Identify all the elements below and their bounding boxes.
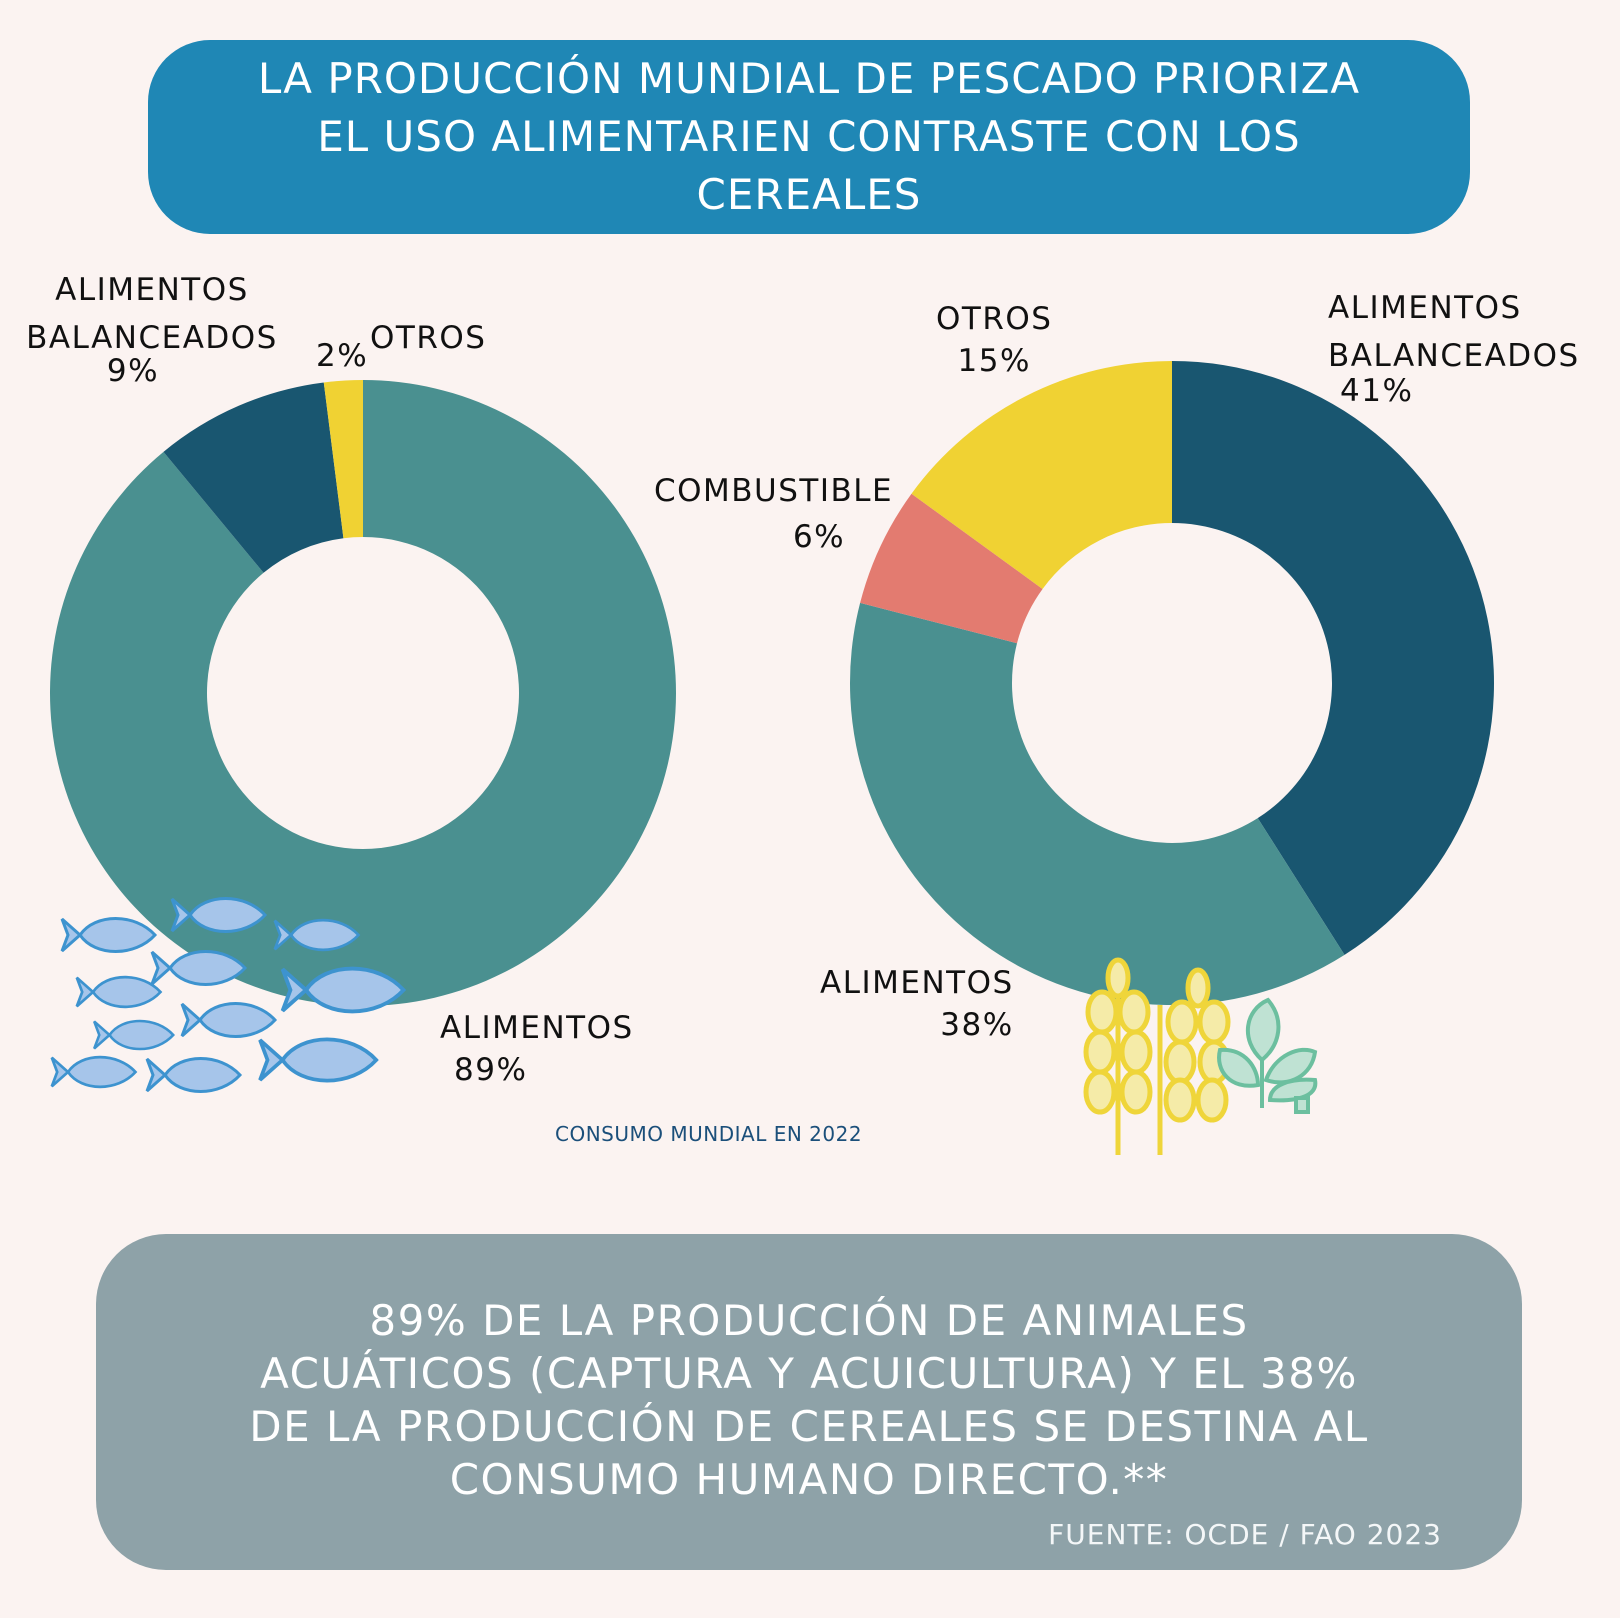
donut-chart-cereals — [849, 361, 1495, 1006]
leaf-plant-icon — [1217, 997, 1318, 1114]
title-banner: LA PRODUCCIÓN MUNDIAL DE PESCADO PRIORIZ… — [148, 40, 1470, 234]
label-left-balanceados-name: ALIMENTOS BALANCEADOS — [26, 272, 278, 356]
donut-slice-combustible — [860, 493, 1043, 644]
label-right-balanceados: ALIMENTOS BALANCEADOS 41% — [1328, 284, 1588, 414]
label-left-alimentos-name: ALIMENTOS — [440, 1010, 634, 1046]
source-note: FUENTE: OCDE / FAO 2023 — [1048, 1518, 1442, 1551]
donut-chart-fish — [50, 380, 677, 1006]
donut-slice-alimentos-balanceados — [1172, 361, 1495, 955]
donut-slice-alimentos-balanceados — [163, 382, 344, 573]
label-right-otros-pct: 15% — [957, 343, 1031, 379]
label-right-balanceados-name: ALIMENTOS BALANCEADOS — [1328, 290, 1580, 374]
label-right-alimentos: ALIMENTOS 38% — [820, 960, 1014, 1048]
label-left-balanceados: ALIMENTOS BALANCEADOS 9% — [22, 266, 282, 394]
label-left-alimentos: ALIMENTOS 89% — [440, 1005, 634, 1093]
label-right-otros-name: OTROS — [936, 301, 1053, 337]
label-right-balanceados-pct: 41% — [1340, 373, 1414, 409]
label-left-otros-pct: 2% — [316, 338, 369, 374]
summary-banner: 89% DE LA PRODUCCIÓN DE ANIMALES ACUÁTIC… — [96, 1234, 1522, 1570]
chart-caption: CONSUMO MUNDIAL EN 2022 — [555, 1122, 863, 1146]
label-left-alimentos-pct: 89% — [454, 1052, 528, 1088]
label-right-combustible-pct: 6% — [792, 519, 846, 555]
label-right-otros: OTROS 15% — [936, 296, 1052, 384]
label-right-alimentos-pct: 38% — [940, 1007, 1014, 1043]
label-right-alimentos-name: ALIMENTOS — [820, 965, 1014, 1001]
label-left-balanceados-pct: 9% — [106, 353, 160, 389]
donut-slice-otros — [911, 361, 1172, 589]
summary-text: 89% DE LA PRODUCCIÓN DE ANIMALES ACUÁTIC… — [249, 1296, 1369, 1504]
label-left-otros-name: OTROS — [370, 320, 487, 356]
page-title: LA PRODUCCIÓN MUNDIAL DE PESCADO PRIORIZ… — [257, 54, 1361, 219]
donut-slice-alimentos — [50, 380, 677, 1006]
label-right-combustible-name: COMBUSTIBLE — [654, 473, 894, 509]
fish-school-icon — [50, 897, 407, 1093]
label-right-combustible: COMBUSTIBLE 6% — [654, 468, 893, 560]
donut-slice-otros — [323, 380, 363, 539]
wheat-icon — [1083, 957, 1231, 1155]
donut-slice-alimentos — [849, 602, 1345, 1006]
